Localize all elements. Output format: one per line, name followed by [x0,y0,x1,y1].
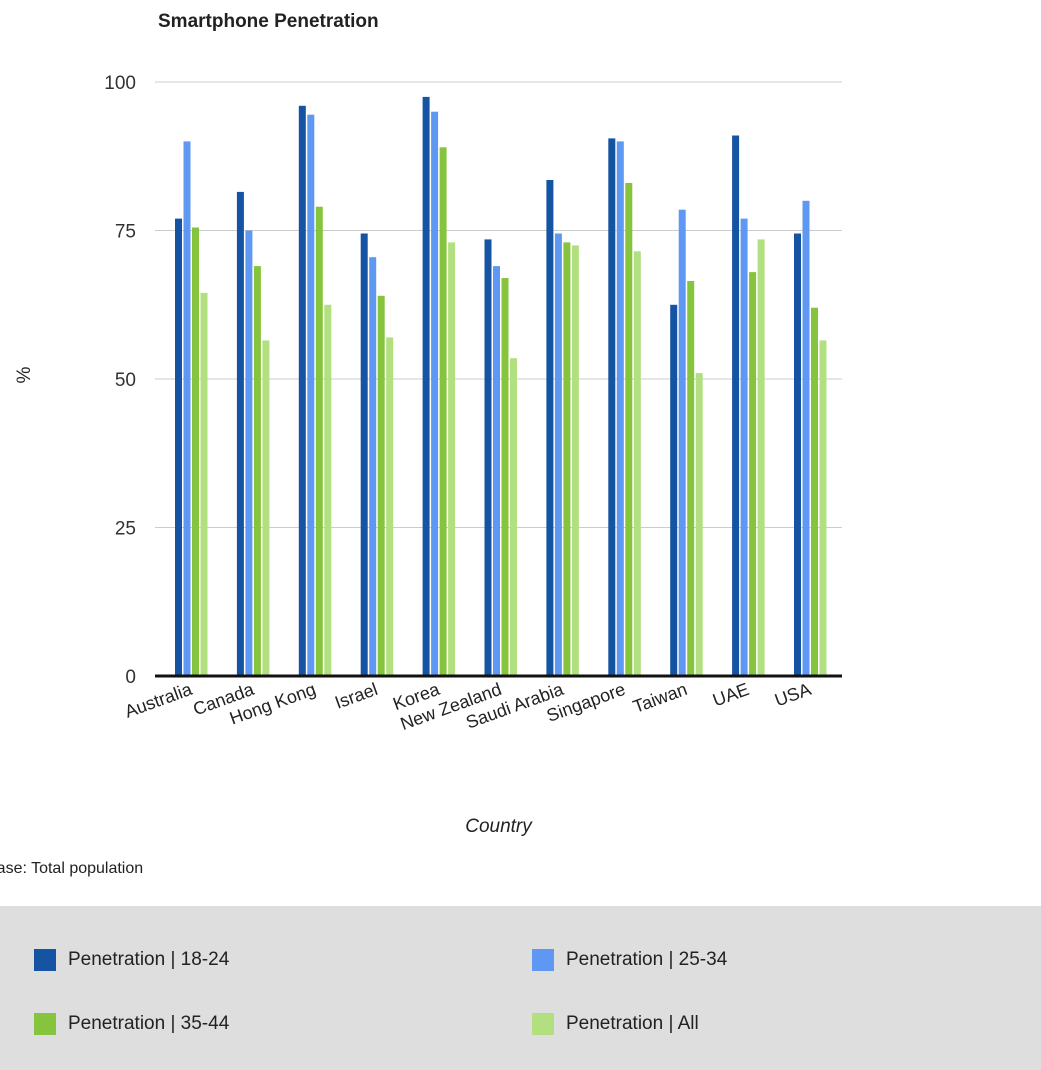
bars [175,96,827,677]
legend-label: Penetration | 25-34 [566,949,728,970]
legend-label: Penetration | All [566,1013,699,1034]
bar [633,251,641,677]
base-note: Base: Total population [0,860,144,877]
y-tick-label: 100 [104,73,136,94]
legend-label: Penetration | 35-44 [68,1013,230,1034]
bar [493,266,500,676]
bar [448,242,456,676]
y-axis-ticks: 0 25 50 75 100 [104,73,136,688]
bar [794,233,801,676]
bar [298,105,306,677]
bar [554,233,562,676]
legend-item: Penetration | 25-34 [532,946,727,974]
bar [740,218,748,676]
bar [546,180,554,676]
bar [324,304,332,677]
y-tick-label: 50 [115,370,136,391]
bar [819,340,827,676]
bar [386,337,394,676]
bar [360,233,368,676]
bar [315,206,323,676]
bar [732,135,740,676]
bar [501,278,509,676]
legend-swatch [532,949,554,971]
legend-item: Penetration | 35-44 [34,1010,229,1038]
chart-canvas: Smartphone Penetration 0 25 50 75 100 Austra… [14,11,842,837]
bar [678,209,686,676]
bar [439,147,447,677]
bar [369,257,377,676]
bar [484,239,492,676]
bar [749,272,757,676]
chart-title: Smartphone Penetration [158,11,379,32]
bar [422,96,430,676]
legend-swatch [532,1013,554,1035]
legend-swatch [34,1013,56,1035]
x-category-label: UAE [710,679,752,710]
bar [183,141,191,676]
bar [757,239,765,676]
bar [687,281,695,676]
bar [571,245,579,676]
legend: Penetration | 18-24 Penetration | 25-34 Pe… [0,906,1041,1070]
bar [616,141,624,676]
bar [262,340,270,676]
bar [802,200,810,677]
x-category-label: USA [772,679,814,710]
y-tick-label: 75 [115,222,136,243]
bar [431,111,439,676]
bar [175,218,182,676]
bar [625,183,633,676]
x-category-label: Taiwan [630,679,689,717]
bar [245,230,253,676]
bar [608,138,616,676]
y-tick-label: 25 [115,519,136,540]
y-tick-label: 0 [125,667,136,688]
bar [307,114,315,676]
legend-item: Penetration | All [532,1010,699,1038]
x-axis-title: Country [465,816,533,837]
bar [236,191,244,676]
bar [192,227,199,676]
bar [563,242,571,676]
bar [811,307,818,676]
legend-item: Penetration | 18-24 [34,946,229,974]
bar [670,304,678,677]
bar [253,266,261,676]
y-axis-title: % [14,366,35,383]
bar [200,292,208,676]
x-category-label: Israel [332,679,380,713]
legend-swatch [34,949,56,971]
legend-label: Penetration | 18-24 [68,949,230,970]
bar [377,295,385,676]
bar [695,373,703,676]
bar [510,358,517,676]
